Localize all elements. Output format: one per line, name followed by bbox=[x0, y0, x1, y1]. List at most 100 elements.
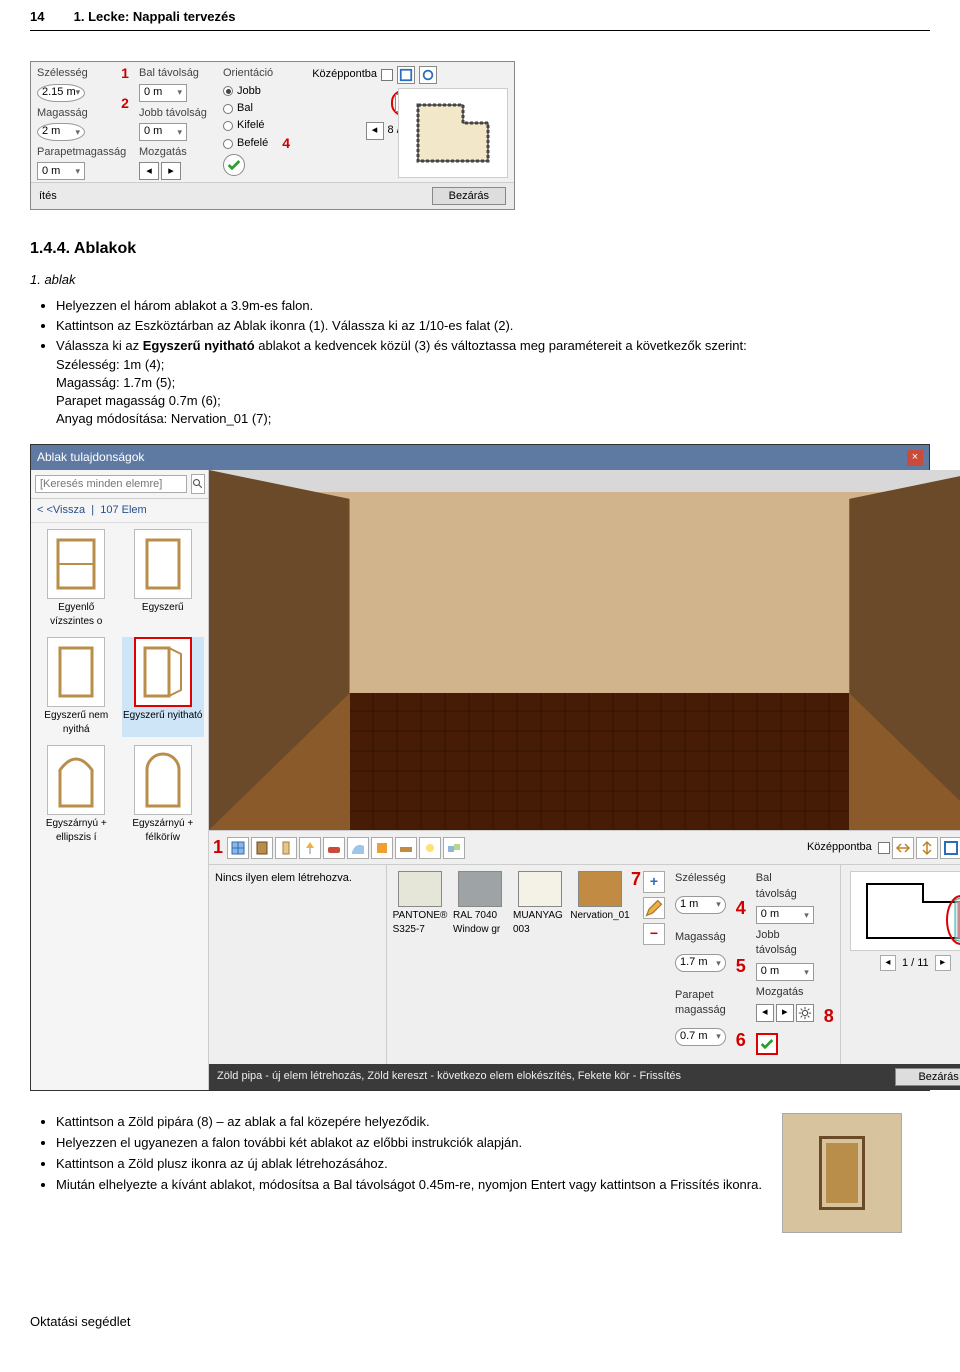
input-parapet[interactable]: 0 m▾ bbox=[37, 162, 85, 180]
move-right-button2[interactable]: ▸ bbox=[776, 1004, 794, 1022]
prev-wall-button2[interactable]: ◂ bbox=[880, 955, 896, 971]
page-title: 1. Lecke: Nappali tervezés bbox=[74, 8, 236, 26]
catalog-label: Egyszárnyú + félköríw bbox=[122, 817, 205, 845]
catalog-item[interactable]: Egyszárnyú + félköríw bbox=[122, 745, 205, 845]
tool-window-button[interactable] bbox=[227, 837, 249, 859]
orient-bal[interactable]: Bal bbox=[223, 101, 294, 116]
tool-material-button[interactable] bbox=[395, 837, 417, 859]
tool-light-button[interactable] bbox=[419, 837, 441, 859]
tool-group-button[interactable] bbox=[443, 837, 465, 859]
prev-wall-button[interactable]: ◂ bbox=[366, 122, 384, 140]
radio-icon bbox=[223, 104, 233, 114]
pval-parapet[interactable]: 0.7 m▾ bbox=[675, 1028, 726, 1046]
back-link[interactable]: < <Vissza bbox=[37, 504, 85, 516]
move-left-button[interactable]: ◂ bbox=[139, 162, 159, 180]
bullet: Kattintson a Zöld plusz ikonra az új abl… bbox=[56, 1155, 762, 1173]
window-thumb-icon bbox=[47, 529, 105, 599]
zoom-extents-button2[interactable] bbox=[940, 837, 960, 859]
bullet: Válassza ki az Egyszerű nyitható ablakot… bbox=[56, 337, 930, 428]
orient-kifele[interactable]: Kifelé bbox=[223, 118, 294, 133]
catalog-item[interactable]: Egyenlő vízszintes o bbox=[35, 529, 118, 629]
settings-button[interactable] bbox=[796, 1004, 814, 1022]
add-button[interactable]: + bbox=[643, 871, 665, 893]
wall-paginate2: 1 / 11 bbox=[902, 956, 929, 971]
catalog-label: Egyszerű nem nyithá bbox=[35, 709, 118, 737]
chevron-down-icon: ▾ bbox=[76, 86, 81, 99]
floorplan-preview bbox=[398, 88, 508, 178]
chevron-down-icon: ▾ bbox=[177, 126, 182, 139]
pval-bal[interactable]: 0 m▾ bbox=[756, 906, 814, 924]
move-right-button[interactable]: ▸ bbox=[161, 162, 181, 180]
flip-h-button2[interactable] bbox=[892, 837, 914, 859]
label-ites: ítés bbox=[39, 189, 57, 204]
label-magassag: Magasság bbox=[37, 106, 107, 121]
tool-paint-button[interactable] bbox=[371, 837, 393, 859]
input-jobb[interactable]: 0 m▾ bbox=[139, 123, 187, 141]
plbl-jobb: Jobb távolság bbox=[756, 928, 814, 959]
marker-2: 2 bbox=[117, 96, 133, 112]
room-3d-preview[interactable] bbox=[209, 470, 960, 830]
swatch-icon[interactable] bbox=[398, 871, 442, 907]
label-szelesseg: Szélesség bbox=[37, 66, 107, 81]
center-checkbox[interactable] bbox=[381, 69, 393, 81]
plbl-bal: Bal távolság bbox=[756, 871, 814, 902]
tool-profile-button[interactable] bbox=[347, 837, 369, 859]
orient-jobb[interactable]: Jobb bbox=[223, 84, 294, 99]
label-bal: Bal távolság bbox=[139, 66, 213, 81]
section-subhead: 1. ablak bbox=[30, 271, 930, 289]
footer-text: Oktatási segédlet bbox=[30, 1313, 930, 1331]
dialog-title: Ablak tulajdonságok bbox=[37, 449, 144, 466]
bullet: Helyezzen el három ablakot a 3.9m-es fal… bbox=[56, 297, 930, 315]
swatch-label: RAL 7040 Window gr bbox=[453, 909, 507, 937]
pval-magassag[interactable]: 1.7 m▾ bbox=[675, 954, 726, 972]
section-bullets-top: Helyezzen el három ablakot a 3.9m-es fal… bbox=[56, 297, 930, 428]
remove-button[interactable]: − bbox=[643, 923, 665, 945]
swatch-icon[interactable] bbox=[518, 871, 562, 907]
edit-button[interactable] bbox=[643, 897, 665, 919]
input-szelesseg[interactable]: 2.15 m▾ bbox=[37, 84, 85, 102]
bullet: Miután elhelyezte a kívánt ablakot, módo… bbox=[56, 1176, 762, 1194]
next-wall-button2[interactable]: ▸ bbox=[935, 955, 951, 971]
catalog-item[interactable]: Egyszerű bbox=[122, 529, 205, 629]
confirm-check-button[interactable] bbox=[223, 154, 245, 176]
swatch-label: PANTONE® S325-7 bbox=[393, 909, 448, 937]
elem-count: 107 Elem bbox=[100, 504, 146, 516]
marker-5: 5 bbox=[736, 954, 746, 984]
zoom-extents-button[interactable] bbox=[397, 66, 415, 84]
catalog-item[interactable]: Egyszerű nem nyithá bbox=[35, 637, 118, 737]
move-left-button2[interactable]: ◂ bbox=[756, 1004, 774, 1022]
input-magassag[interactable]: 2 m▾ bbox=[37, 123, 85, 141]
swatch-nervation[interactable] bbox=[578, 871, 622, 907]
catalog-label: Egyszerű bbox=[142, 601, 184, 615]
close-button2[interactable]: Bezárás bbox=[895, 1068, 960, 1086]
marker-6: 6 bbox=[736, 1028, 746, 1058]
pval-szelesseg[interactable]: 1 m▾ bbox=[675, 896, 726, 914]
orient-befele[interactable]: Befelé 4 bbox=[223, 136, 294, 152]
radio-icon bbox=[223, 86, 233, 96]
marker-4: 4 bbox=[278, 136, 294, 152]
search-input[interactable] bbox=[35, 475, 187, 493]
tool-column-button[interactable] bbox=[275, 837, 297, 859]
section-bullets-lower: Kattintson a Zöld pipára (8) – az ablak … bbox=[56, 1113, 762, 1233]
flip-v-button2[interactable] bbox=[916, 837, 938, 859]
swatch-label: Nervation_01 bbox=[570, 909, 629, 923]
input-bal[interactable]: 0 m▾ bbox=[139, 84, 187, 102]
confirm-check-button2[interactable] bbox=[756, 1033, 778, 1055]
view-reset-button[interactable] bbox=[419, 66, 437, 84]
label-parapet: Parapetmagasság bbox=[37, 145, 107, 160]
close-button[interactable]: Bezárás bbox=[432, 187, 506, 205]
marker-7: 7 bbox=[631, 867, 641, 892]
dialog-close-button[interactable]: × bbox=[907, 450, 923, 466]
label-orient: Orientáció bbox=[223, 66, 294, 81]
tool-door-button[interactable] bbox=[251, 837, 273, 859]
swatch-icon[interactable] bbox=[458, 871, 502, 907]
search-button[interactable] bbox=[191, 474, 205, 494]
window-thumb-icon bbox=[134, 637, 192, 707]
tool-lamp-button[interactable] bbox=[299, 837, 321, 859]
tool-sofa-button[interactable] bbox=[323, 837, 345, 859]
window-thumb-icon bbox=[134, 529, 192, 599]
catalog-item-selected[interactable]: Egyszerű nyitható 3 bbox=[122, 637, 205, 737]
pval-jobb[interactable]: 0 m▾ bbox=[756, 963, 814, 981]
center-checkbox2[interactable] bbox=[878, 842, 890, 854]
catalog-item[interactable]: Egyszárnyú + ellipszis í bbox=[35, 745, 118, 845]
